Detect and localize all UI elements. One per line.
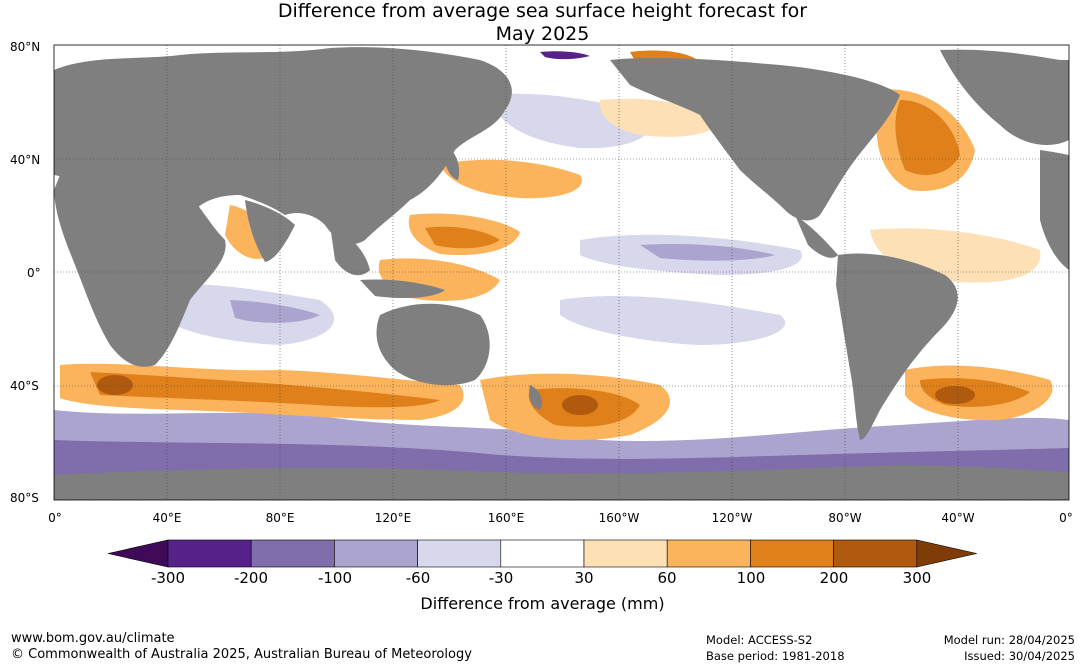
map-title: Difference from average sea surface heig…: [0, 0, 1085, 46]
arctic-negative: [540, 51, 590, 60]
south-pacific-negative: [560, 295, 786, 345]
colorbar-swatch: [417, 539, 502, 568]
lat-label-40s: 40°S: [10, 379, 39, 393]
land-africa: [54, 173, 226, 367]
lon-label-40w: 40°W: [941, 511, 975, 525]
copyright-text: © Commonwealth of Australia 2025, Austra…: [11, 647, 472, 662]
land-indonesia: [360, 279, 445, 298]
colorbar-swatch: [583, 539, 668, 568]
colorbar-tick: 100: [736, 569, 766, 587]
colorbar-swatch: [750, 539, 834, 568]
website-link[interactable]: www.bom.gov.au/climate: [11, 631, 175, 646]
colorbar-swatch: [334, 539, 418, 568]
title-line-2: May 2025: [495, 23, 590, 45]
land-australia: [376, 303, 490, 386]
kuroshio-positive: [440, 159, 582, 199]
lat-label-80s: 80°S: [10, 491, 39, 505]
lon-label-160w: 160°W: [598, 511, 640, 525]
map-frame: [53, 44, 1070, 501]
land-new-zealand: [529, 385, 542, 410]
land-antarctica: [54, 465, 1069, 500]
land-central-america: [795, 215, 838, 258]
colorbar-tick: -300: [150, 569, 186, 587]
colorbar-tick: 300: [902, 569, 932, 587]
lat-label-0: 0°: [27, 266, 41, 280]
colorbar-swatch: [250, 539, 335, 568]
land-greenland: [940, 49, 1069, 145]
lon-label-40e: 40°E: [152, 511, 182, 525]
issued-date: Issued: 30/04/2025: [964, 649, 1075, 663]
colorbar-tick: 200: [819, 569, 849, 587]
lon-label-0: 0°: [48, 511, 62, 525]
west-pacific-strong-positive: [425, 226, 500, 249]
equatorial-pacific-strong-negative: [640, 244, 775, 261]
south-pacific-peak: [562, 395, 598, 415]
south-indian-strong-positive: [90, 372, 440, 408]
lat-label-40n: 40°N: [10, 153, 41, 167]
lon-label-120w: 120°W: [711, 511, 753, 525]
land-india: [245, 200, 295, 262]
south-indian-peak: [97, 375, 133, 395]
colorbar-swatch: [833, 539, 918, 568]
colorbar-tick: 60: [657, 569, 677, 587]
lon-label-80e: 80°E: [265, 511, 295, 525]
lat-label-80n: 80°N: [10, 40, 41, 54]
colorbar-extend-high: [916, 539, 977, 568]
graticule: [54, 45, 1069, 500]
title-line-1: Difference from average sea surface heig…: [277, 0, 808, 22]
land-japan: [444, 145, 460, 180]
lon-label-80w: 80°W: [828, 511, 862, 525]
model-run-date: Model run: 28/04/2025: [943, 633, 1075, 647]
land-seasia: [330, 225, 370, 276]
colorbar-extend-low: [107, 539, 169, 568]
colorbar-swatch: [666, 539, 751, 568]
gulf-stream-strong-positive: [895, 100, 960, 175]
lon-label-160e: 160°E: [487, 511, 525, 525]
land: [54, 47, 1069, 500]
land-north-america: [610, 57, 900, 221]
colorbar-swatch: [500, 539, 585, 568]
model-name: Model: ACCESS-S2: [706, 633, 813, 647]
south-atlantic-peak: [935, 386, 975, 404]
colorbar-tick: 30: [574, 569, 594, 587]
lon-label-0-east: 0°: [1059, 511, 1073, 525]
colorbar-tick: -100: [317, 569, 353, 587]
colorbar-tick: -60: [405, 569, 431, 587]
colorbar-title: Difference from average (mm): [420, 594, 665, 613]
land-europe-west: [1040, 150, 1069, 270]
land-south-america: [836, 253, 958, 440]
indian-ocean-strong-negative: [230, 300, 320, 323]
colorbar: [107, 539, 977, 568]
lon-label-120e: 120°E: [374, 511, 412, 525]
base-period: Base period: 1981-2018: [706, 649, 845, 663]
colorbar-tick: -30: [488, 569, 514, 587]
colorbar-tick: -200: [233, 569, 269, 587]
colorbar-swatch: [167, 539, 252, 568]
